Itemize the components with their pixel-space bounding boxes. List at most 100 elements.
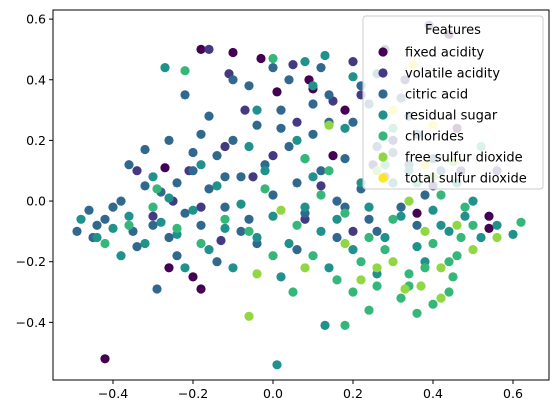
- data-point: [108, 202, 118, 212]
- data-point: [164, 193, 174, 203]
- data-point: [228, 135, 238, 145]
- legend-marker: [378, 68, 388, 78]
- x-tick-label: −0.4: [98, 386, 128, 401]
- data-point: [316, 226, 326, 236]
- data-point: [404, 269, 414, 279]
- data-point: [364, 202, 374, 212]
- x-tick-label: 0.4: [423, 386, 443, 401]
- data-point: [164, 135, 174, 145]
- data-point: [220, 223, 230, 233]
- legend: Features fixed acidity volatile acidity cit…: [362, 15, 544, 190]
- data-point: [428, 238, 438, 249]
- data-point: [188, 147, 198, 158]
- data-point: [320, 50, 330, 61]
- data-point: [124, 160, 134, 170]
- data-point: [448, 272, 458, 282]
- data-point: [244, 311, 254, 321]
- legend-marker: [378, 131, 388, 141]
- data-point: [348, 226, 358, 236]
- data-point: [140, 144, 150, 155]
- data-point: [148, 202, 158, 212]
- data-point: [268, 251, 278, 261]
- data-point: [92, 232, 102, 243]
- data-point: [244, 81, 254, 91]
- data-point: [188, 205, 198, 215]
- data-point: [348, 245, 358, 255]
- data-point: [348, 287, 358, 297]
- data-point: [316, 166, 326, 176]
- data-point: [356, 275, 366, 285]
- data-point: [372, 281, 382, 291]
- data-point: [180, 263, 190, 273]
- data-point: [332, 196, 342, 206]
- data-point: [444, 287, 454, 297]
- data-point: [508, 229, 518, 239]
- data-point: [284, 238, 294, 249]
- data-point: [340, 238, 350, 249]
- data-point: [324, 263, 334, 273]
- data-point: [188, 166, 198, 176]
- data-point: [324, 120, 334, 130]
- y-tick-label: −0.4: [16, 315, 46, 330]
- data-point: [516, 217, 526, 227]
- data-point: [308, 129, 318, 139]
- data-point: [468, 196, 478, 206]
- data-point: [116, 196, 126, 206]
- data-point: [492, 232, 502, 243]
- data-point: [172, 223, 182, 233]
- data-point: [108, 223, 118, 233]
- data-point: [196, 284, 206, 294]
- data-point: [272, 87, 282, 97]
- data-point: [228, 75, 238, 85]
- data-point: [100, 354, 110, 364]
- y-tick-label: 0.0: [26, 194, 46, 209]
- data-point: [340, 154, 350, 164]
- data-point: [212, 181, 222, 191]
- data-point: [196, 160, 206, 170]
- data-point: [220, 172, 230, 182]
- data-point: [340, 105, 350, 115]
- data-point: [148, 211, 158, 221]
- data-point: [228, 47, 238, 58]
- series-residual-sugar: [76, 50, 518, 370]
- data-point: [300, 263, 310, 273]
- data-point: [268, 151, 278, 161]
- data-point: [348, 117, 358, 127]
- legend-entry-label: citric acid: [405, 88, 468, 103]
- data-point: [396, 211, 406, 221]
- data-point: [456, 232, 466, 243]
- x-tick-label: 0.0: [263, 386, 283, 401]
- data-point: [212, 151, 222, 161]
- data-point: [300, 154, 310, 164]
- data-point: [292, 245, 302, 255]
- data-point: [252, 269, 262, 279]
- data-point: [196, 44, 206, 55]
- data-point: [164, 232, 174, 243]
- data-point: [468, 220, 478, 230]
- legend-marker: [378, 110, 388, 120]
- data-point: [152, 184, 162, 194]
- data-point: [236, 199, 246, 209]
- data-point: [428, 205, 438, 215]
- data-point: [132, 166, 142, 176]
- data-point: [268, 211, 278, 221]
- data-point: [364, 214, 374, 224]
- data-point: [244, 141, 254, 152]
- data-point: [492, 220, 502, 230]
- data-point: [204, 184, 214, 194]
- data-point: [260, 184, 270, 194]
- legend-entry-label: free sulfur dioxide: [405, 151, 523, 166]
- data-point: [348, 72, 358, 82]
- data-point: [436, 190, 446, 200]
- data-point: [412, 208, 422, 218]
- data-point: [388, 214, 398, 224]
- data-point: [292, 117, 302, 127]
- data-point: [196, 238, 206, 249]
- data-point: [172, 178, 182, 188]
- data-point: [380, 245, 390, 255]
- data-point: [380, 232, 390, 243]
- data-point: [236, 226, 246, 236]
- data-point: [132, 242, 142, 252]
